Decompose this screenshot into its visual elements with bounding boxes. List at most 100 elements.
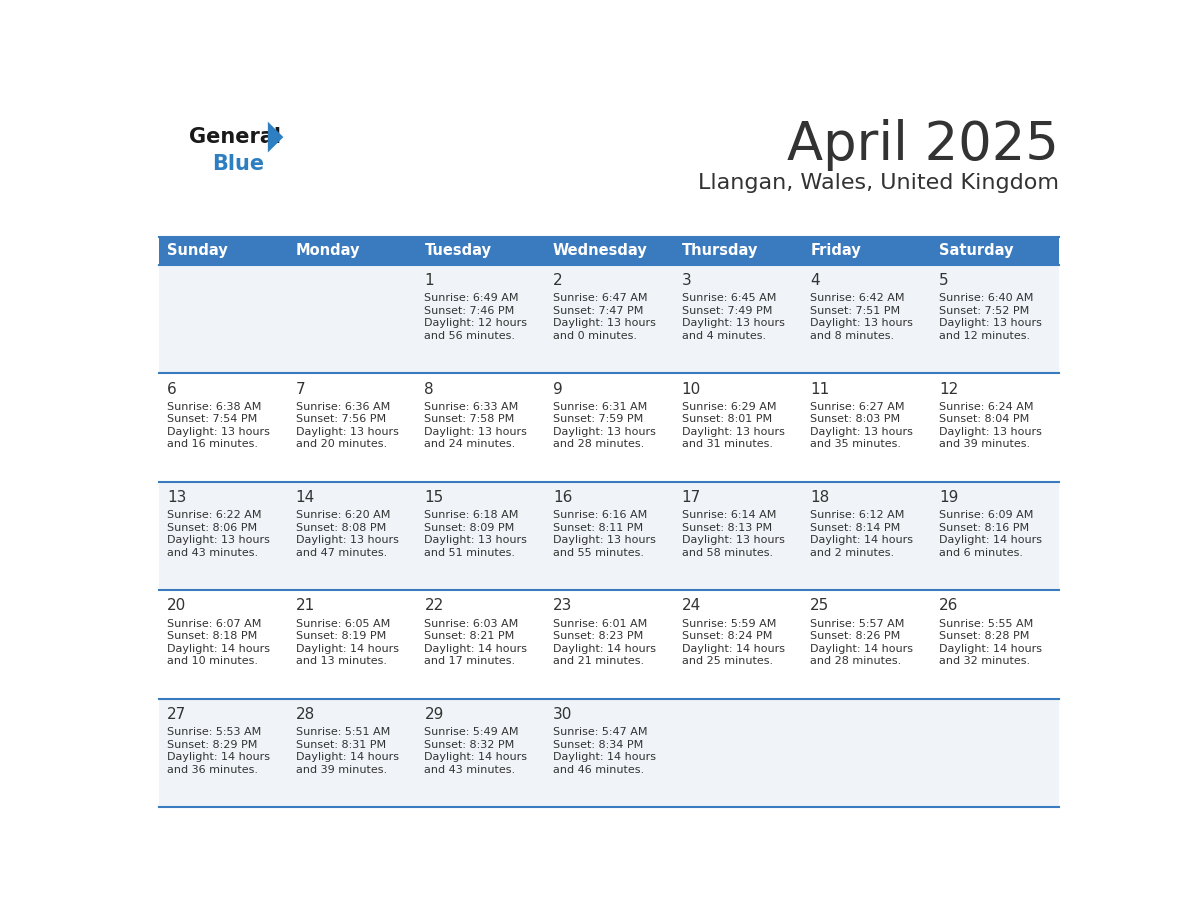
Text: Sunrise: 5:47 AM: Sunrise: 5:47 AM bbox=[554, 727, 647, 737]
Text: 2: 2 bbox=[554, 273, 563, 288]
Text: Sunrise: 6:07 AM: Sunrise: 6:07 AM bbox=[168, 619, 261, 629]
Text: Sunrise: 6:01 AM: Sunrise: 6:01 AM bbox=[554, 619, 647, 629]
Text: 4: 4 bbox=[810, 273, 820, 288]
Bar bbox=[930, 373, 1060, 482]
Bar bbox=[158, 373, 287, 482]
Text: Sunset: 7:46 PM: Sunset: 7:46 PM bbox=[424, 306, 514, 316]
Text: Sunrise: 6:24 AM: Sunrise: 6:24 AM bbox=[939, 401, 1034, 411]
Text: General: General bbox=[189, 127, 280, 147]
Bar bbox=[802, 373, 930, 482]
Text: and 51 minutes.: and 51 minutes. bbox=[424, 548, 516, 557]
Text: Sunset: 8:23 PM: Sunset: 8:23 PM bbox=[554, 631, 643, 641]
Text: Sunset: 8:34 PM: Sunset: 8:34 PM bbox=[554, 740, 643, 750]
Text: 27: 27 bbox=[168, 707, 187, 722]
Text: Daylight: 14 hours: Daylight: 14 hours bbox=[682, 644, 785, 654]
Bar bbox=[802, 237, 930, 264]
Text: Sunrise: 6:20 AM: Sunrise: 6:20 AM bbox=[296, 510, 390, 520]
Bar bbox=[930, 237, 1060, 264]
Text: and 46 minutes.: and 46 minutes. bbox=[554, 765, 644, 775]
Text: Daylight: 14 hours: Daylight: 14 hours bbox=[168, 752, 270, 762]
Text: Sunset: 7:56 PM: Sunset: 7:56 PM bbox=[296, 414, 386, 424]
Text: and 36 minutes.: and 36 minutes. bbox=[168, 765, 258, 775]
Bar bbox=[544, 373, 674, 482]
Text: Daylight: 13 hours: Daylight: 13 hours bbox=[810, 319, 914, 328]
Text: Daylight: 13 hours: Daylight: 13 hours bbox=[424, 535, 527, 545]
Text: Daylight: 13 hours: Daylight: 13 hours bbox=[682, 427, 784, 437]
Text: 22: 22 bbox=[424, 599, 443, 613]
Bar bbox=[416, 373, 544, 482]
Text: Sunset: 8:09 PM: Sunset: 8:09 PM bbox=[424, 522, 514, 532]
Text: 21: 21 bbox=[296, 599, 315, 613]
Text: Daylight: 14 hours: Daylight: 14 hours bbox=[554, 644, 656, 654]
Text: Sunrise: 6:16 AM: Sunrise: 6:16 AM bbox=[554, 510, 647, 520]
Text: April 2025: April 2025 bbox=[788, 119, 1060, 172]
Bar bbox=[674, 237, 802, 264]
Text: Daylight: 13 hours: Daylight: 13 hours bbox=[554, 319, 656, 328]
Text: Daylight: 13 hours: Daylight: 13 hours bbox=[810, 427, 914, 437]
Text: Sunrise: 6:27 AM: Sunrise: 6:27 AM bbox=[810, 401, 905, 411]
Bar bbox=[930, 264, 1060, 373]
Text: Sunset: 8:32 PM: Sunset: 8:32 PM bbox=[424, 740, 514, 750]
Text: 25: 25 bbox=[810, 599, 829, 613]
Text: 19: 19 bbox=[939, 490, 959, 505]
Text: and 39 minutes.: and 39 minutes. bbox=[939, 439, 1030, 449]
Bar bbox=[930, 699, 1060, 807]
Text: Sunrise: 6:40 AM: Sunrise: 6:40 AM bbox=[939, 293, 1034, 303]
Text: Sunset: 8:03 PM: Sunset: 8:03 PM bbox=[810, 414, 901, 424]
Text: Daylight: 13 hours: Daylight: 13 hours bbox=[682, 535, 784, 545]
Text: and 39 minutes.: and 39 minutes. bbox=[296, 765, 387, 775]
Text: Sunset: 7:59 PM: Sunset: 7:59 PM bbox=[554, 414, 643, 424]
Text: and 16 minutes.: and 16 minutes. bbox=[168, 439, 258, 449]
Text: Daylight: 14 hours: Daylight: 14 hours bbox=[296, 752, 399, 762]
Text: Daylight: 14 hours: Daylight: 14 hours bbox=[424, 644, 527, 654]
Text: 8: 8 bbox=[424, 382, 434, 397]
Text: Sunrise: 6:18 AM: Sunrise: 6:18 AM bbox=[424, 510, 519, 520]
Text: 24: 24 bbox=[682, 599, 701, 613]
Text: and 4 minutes.: and 4 minutes. bbox=[682, 330, 766, 341]
Text: Sunset: 8:26 PM: Sunset: 8:26 PM bbox=[810, 631, 901, 641]
Bar bbox=[674, 590, 802, 699]
Bar bbox=[802, 264, 930, 373]
Text: 30: 30 bbox=[554, 707, 573, 722]
Text: and 47 minutes.: and 47 minutes. bbox=[296, 548, 387, 557]
Bar bbox=[674, 373, 802, 482]
Text: 12: 12 bbox=[939, 382, 959, 397]
Text: Sunrise: 6:22 AM: Sunrise: 6:22 AM bbox=[168, 510, 261, 520]
Text: Daylight: 13 hours: Daylight: 13 hours bbox=[682, 319, 784, 328]
Text: 10: 10 bbox=[682, 382, 701, 397]
Bar bbox=[674, 482, 802, 590]
Text: Sunrise: 6:49 AM: Sunrise: 6:49 AM bbox=[424, 293, 519, 303]
Text: and 0 minutes.: and 0 minutes. bbox=[554, 330, 637, 341]
Text: Sunrise: 6:31 AM: Sunrise: 6:31 AM bbox=[554, 401, 647, 411]
Text: 3: 3 bbox=[682, 273, 691, 288]
Text: and 21 minutes.: and 21 minutes. bbox=[554, 656, 644, 666]
Text: 14: 14 bbox=[296, 490, 315, 505]
Text: Sunset: 8:31 PM: Sunset: 8:31 PM bbox=[296, 740, 386, 750]
Text: Daylight: 13 hours: Daylight: 13 hours bbox=[939, 427, 1042, 437]
Text: Daylight: 13 hours: Daylight: 13 hours bbox=[554, 535, 656, 545]
Text: Daylight: 13 hours: Daylight: 13 hours bbox=[296, 535, 399, 545]
Bar bbox=[287, 699, 416, 807]
Bar bbox=[802, 699, 930, 807]
Text: Sunset: 8:08 PM: Sunset: 8:08 PM bbox=[296, 522, 386, 532]
Text: Sunrise: 6:42 AM: Sunrise: 6:42 AM bbox=[810, 293, 905, 303]
Text: Sunrise: 6:14 AM: Sunrise: 6:14 AM bbox=[682, 510, 776, 520]
Text: and 43 minutes.: and 43 minutes. bbox=[168, 548, 258, 557]
Text: Sunset: 7:58 PM: Sunset: 7:58 PM bbox=[424, 414, 514, 424]
Text: 9: 9 bbox=[554, 382, 563, 397]
Text: and 25 minutes.: and 25 minutes. bbox=[682, 656, 773, 666]
Text: and 8 minutes.: and 8 minutes. bbox=[810, 330, 895, 341]
Text: and 58 minutes.: and 58 minutes. bbox=[682, 548, 773, 557]
Text: Sunrise: 6:45 AM: Sunrise: 6:45 AM bbox=[682, 293, 776, 303]
Text: 5: 5 bbox=[939, 273, 949, 288]
Bar bbox=[287, 264, 416, 373]
Text: and 24 minutes.: and 24 minutes. bbox=[424, 439, 516, 449]
Text: Sunset: 8:18 PM: Sunset: 8:18 PM bbox=[168, 631, 258, 641]
Text: Daylight: 14 hours: Daylight: 14 hours bbox=[810, 644, 914, 654]
Text: Daylight: 13 hours: Daylight: 13 hours bbox=[554, 427, 656, 437]
Bar bbox=[930, 590, 1060, 699]
Text: Sunrise: 6:38 AM: Sunrise: 6:38 AM bbox=[168, 401, 261, 411]
Text: 18: 18 bbox=[810, 490, 829, 505]
Bar bbox=[930, 482, 1060, 590]
Text: and 43 minutes.: and 43 minutes. bbox=[424, 765, 516, 775]
